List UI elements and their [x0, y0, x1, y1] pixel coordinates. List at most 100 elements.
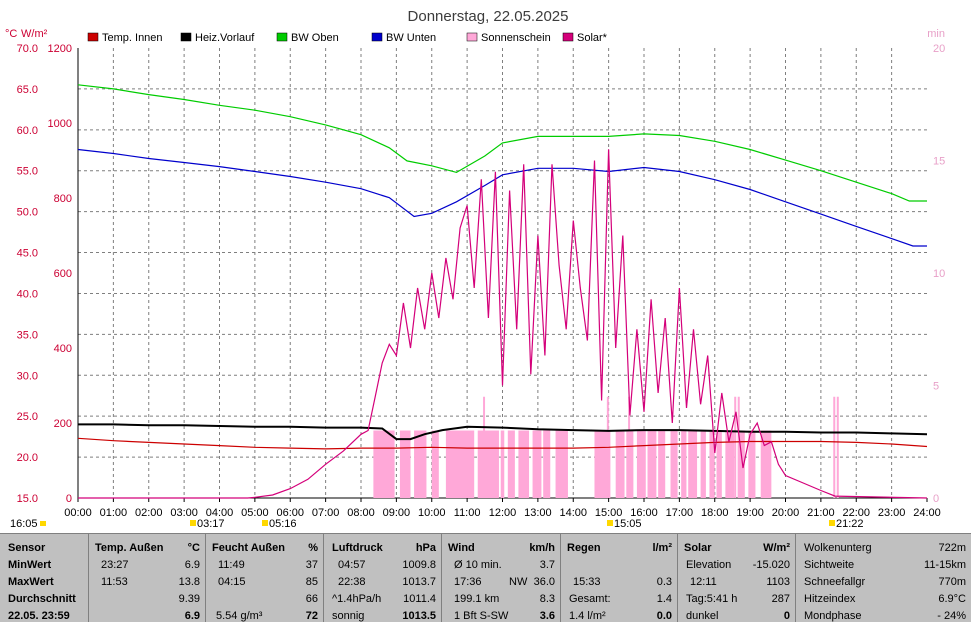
sunshine-bar — [734, 396, 737, 498]
solar-tick-label: 400 — [54, 343, 72, 355]
x-tick-label: 00:00 — [64, 507, 92, 519]
weather-chart: Donnerstag, 22.05.2025 °C W/m² min Temp.… — [5, 8, 945, 530]
sun-event-time: 03:17 — [197, 518, 225, 530]
sensor-header: Sensor — [8, 542, 46, 554]
x-tick-label: 23:00 — [878, 507, 906, 519]
temp-tick-label: 30.0 — [17, 370, 38, 382]
x-tick-label: 01:00 — [100, 507, 128, 519]
x-tick-label: 03:00 — [170, 507, 198, 519]
x-tick-label: 08:00 — [347, 507, 375, 519]
sunshine-bar — [636, 430, 646, 498]
sunshine-bar — [688, 430, 698, 498]
series-line-bw-oben — [77, 84, 927, 202]
humidity-max-time: 04:15 — [218, 576, 246, 588]
left-axis-unit-temp: °C — [5, 28, 17, 40]
temp-max-value: 13.8 — [178, 576, 200, 588]
minutes-tick-label: 20 — [933, 43, 945, 55]
sun-event-time: 05:16 — [269, 518, 297, 530]
temp-tick-label: 40.0 — [17, 288, 38, 300]
solar-tick-label: 0 — [66, 493, 72, 505]
sunshine-bar — [518, 430, 530, 498]
temp-tick-label: 70.0 — [17, 43, 38, 55]
series-line-heiz-vorlauf — [78, 423, 928, 441]
x-tick-label: 06:00 — [276, 507, 304, 519]
x-tick-label: 09:00 — [383, 507, 411, 519]
stats-panel: Sensor MinWert MaxWert Durchschnitt 22.0… — [0, 533, 971, 622]
sun-event-marker — [40, 521, 46, 526]
legend-label: BW Oben — [291, 32, 339, 44]
legend-label: Heiz.Vorlauf — [195, 32, 255, 44]
sunshine-bar — [737, 396, 740, 498]
moon-phase-label: Mondphase — [804, 610, 862, 622]
sunshine-bar — [681, 430, 687, 498]
sunshine-bar — [532, 430, 542, 498]
x-tick-label: 07:00 — [312, 507, 340, 519]
pressure-header: Luftdruck — [332, 542, 383, 554]
solar-state: dunkel — [686, 610, 719, 622]
temp-column: Temp. Außen °C 23:27 6.9 11:53 13.8 9.39 6.… — [88, 534, 206, 622]
wind-unit: km/h — [529, 542, 555, 554]
solar-max-time: 12:11 — [690, 576, 717, 588]
sun-event-time: 16:05 — [10, 518, 38, 530]
sunshine-bar — [543, 430, 551, 498]
sunshine-bar — [555, 430, 568, 498]
sunshine-bar — [670, 430, 678, 498]
solar-column: Solar W/m² Elevation -15.020 12:11 1103 Tag… — [677, 534, 796, 622]
wind-avg-value: 3.7 — [539, 559, 555, 571]
x-tick-label: 05:00 — [241, 507, 269, 519]
temp-min-time: 23:27 — [101, 559, 129, 571]
temp-tick-label: 55.0 — [17, 166, 38, 178]
pressure-current-value: 1013.5 — [402, 610, 436, 622]
solar-elevation-label: Elevation — [686, 559, 732, 571]
x-tick-label: 11:00 — [454, 507, 481, 519]
solar-unit: W/m² — [763, 542, 790, 554]
pressure-max-time: 22:38 — [338, 576, 366, 588]
snowline-value: 770m — [938, 576, 966, 588]
humidity-avg-value: 66 — [305, 593, 318, 605]
avg-label: Durchschnitt — [8, 593, 76, 605]
sunshine-bar — [760, 430, 772, 498]
sunshine-bar — [445, 430, 475, 498]
heat-index-label: Hitzeindex — [804, 593, 856, 605]
x-tick-label: 04:00 — [206, 507, 234, 519]
pressure-trend: ^1.4hPa/h — [332, 593, 382, 605]
temp-tick-label: 60.0 — [17, 125, 38, 137]
sunshine-bar — [628, 396, 631, 498]
cloud-base-value: 722m — [938, 542, 966, 554]
solar-tick-label: 600 — [54, 268, 72, 280]
solar-header: Solar — [684, 542, 712, 554]
x-tick-label: 02:00 — [135, 507, 163, 519]
max-label: MaxWert — [8, 576, 54, 588]
wind-header: Wind — [448, 542, 475, 554]
legend-label: Solar* — [577, 32, 608, 44]
temp-tick-label: 20.0 — [17, 452, 38, 464]
weather-description: sonnig — [332, 610, 365, 622]
sun-event-time: 21:22 — [836, 518, 864, 530]
sun-events: 03:17 05:16 15:05 21:22 16:05 — [10, 518, 864, 530]
pressure-max-value: 1013.7 — [402, 576, 436, 588]
moon-phase-value: - 24% — [937, 610, 966, 622]
wind-max-direction: NW — [509, 576, 528, 588]
humidity-max-value: 85 — [305, 576, 318, 588]
legend-label: Temp. Innen — [102, 32, 163, 44]
x-tick-label: 17:00 — [666, 507, 694, 519]
minutes-tick-label: 10 — [933, 268, 945, 280]
legend: Temp. Innen Heiz.Vorlauf BW Oben BW Unten So… — [87, 32, 608, 44]
legend-label: Sonnenschein — [481, 32, 551, 44]
legend-label: BW Unten — [386, 32, 436, 44]
sunshine-bar — [658, 430, 666, 498]
rain-max-time: 15:33 — [573, 576, 601, 588]
series-line-temp-innen — [77, 437, 928, 450]
sunshine-bars — [373, 396, 839, 498]
minutes-tick-label: 15 — [933, 156, 945, 168]
cloud-base-label: Wolkenunterg — [804, 542, 872, 554]
grid — [78, 48, 927, 498]
wind-column: Wind km/h Ø 10 min. 3.7 17:36 NW 36.0 199.1 … — [441, 534, 561, 622]
sunshine-bar — [725, 430, 735, 498]
sunshine-bar — [709, 430, 715, 498]
minutes-tick-label: 5 — [933, 381, 939, 393]
x-tick-label: 15:00 — [595, 507, 623, 519]
legend-swatch — [276, 32, 288, 42]
sunshine-bar — [507, 430, 515, 498]
x-tick-label: 16:00 — [630, 507, 658, 519]
